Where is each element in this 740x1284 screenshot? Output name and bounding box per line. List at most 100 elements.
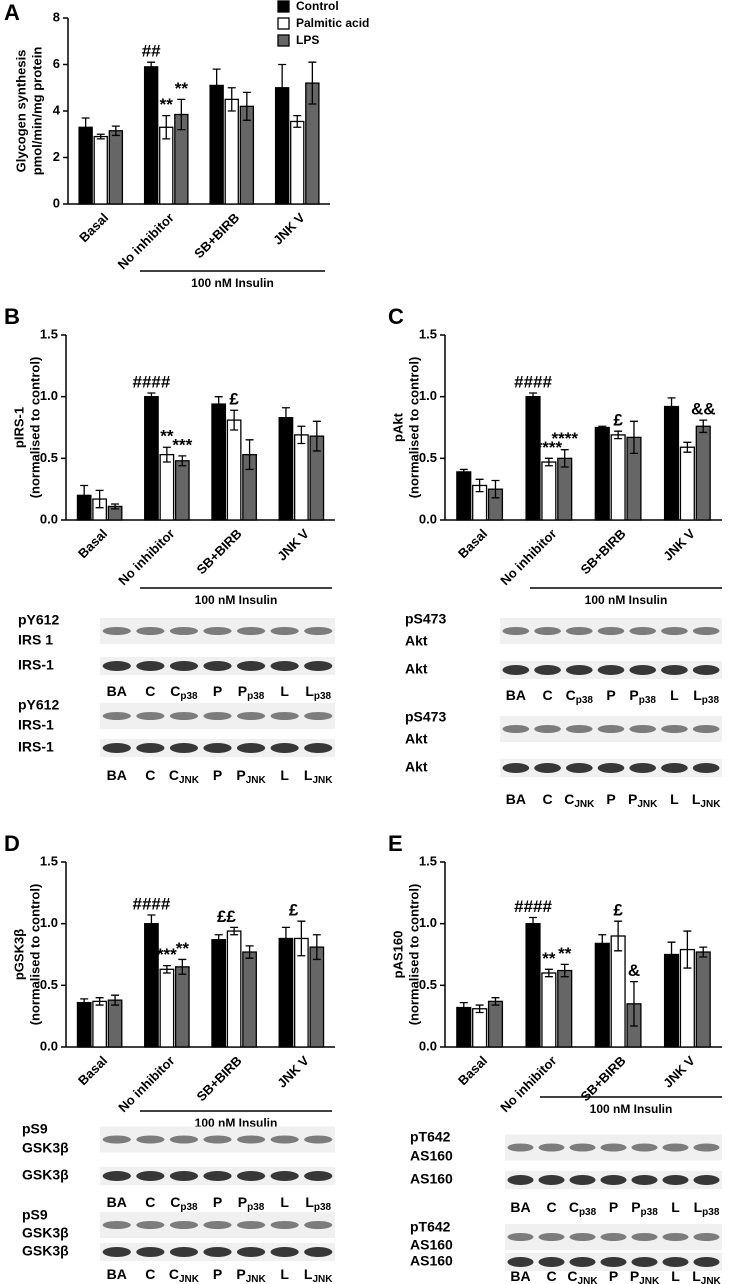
significance-label: ** bbox=[542, 949, 556, 968]
error-bar bbox=[178, 958, 187, 975]
blot-band bbox=[507, 1233, 534, 1241]
error-bar bbox=[475, 478, 484, 493]
bar bbox=[242, 951, 257, 1048]
blot-band bbox=[692, 665, 720, 675]
bar bbox=[211, 939, 227, 1048]
blot-band bbox=[534, 763, 561, 773]
error-bar bbox=[529, 916, 538, 931]
lane-label: L bbox=[280, 767, 289, 783]
lane-label-main: C bbox=[170, 683, 180, 699]
blot-band bbox=[136, 1171, 165, 1181]
lane-label: C bbox=[145, 1266, 155, 1282]
blot-band bbox=[304, 712, 333, 720]
blot-row-label: pS473 bbox=[405, 611, 446, 627]
bar bbox=[293, 434, 309, 521]
legend-swatch bbox=[277, 0, 290, 13]
lane-label: Lp38 bbox=[694, 1199, 720, 1218]
blot-band bbox=[203, 661, 232, 671]
significance-label: ** bbox=[160, 95, 174, 114]
lane-label-main: L bbox=[280, 683, 289, 699]
blot-band bbox=[538, 1233, 565, 1241]
error-bar bbox=[162, 446, 171, 463]
blot-band bbox=[597, 763, 625, 773]
lane-label: L bbox=[670, 687, 679, 703]
blot-band bbox=[270, 1171, 299, 1181]
lane-label: P bbox=[606, 687, 615, 703]
lane-label-main: BA bbox=[510, 1268, 530, 1284]
significance-label: #### bbox=[133, 372, 171, 391]
lane-label: BA bbox=[510, 1199, 530, 1215]
blot-band bbox=[534, 627, 561, 635]
bar bbox=[525, 923, 541, 1048]
blot-band bbox=[597, 725, 625, 733]
lane-label: C bbox=[145, 767, 155, 783]
error-bar bbox=[111, 994, 120, 1006]
lane-label-main: C bbox=[170, 1194, 180, 1210]
y-tick-label: 0.0 bbox=[40, 511, 58, 526]
lane-label-main: P bbox=[238, 1194, 247, 1210]
bar bbox=[108, 130, 124, 205]
bar bbox=[594, 942, 610, 1048]
lane-label-sub: JNK bbox=[179, 775, 200, 786]
lane-label: L bbox=[280, 1266, 289, 1282]
significance-label: ** bbox=[176, 939, 190, 958]
error-bar bbox=[614, 920, 623, 952]
error-bar bbox=[281, 407, 290, 429]
blot-band bbox=[693, 1233, 720, 1241]
lane-label: LJNK bbox=[304, 767, 333, 786]
y-axis-label: pGSK3β bbox=[11, 929, 26, 980]
lane-label-sub: JNK bbox=[312, 1274, 333, 1284]
lane-label-main: BA bbox=[506, 687, 526, 703]
bar bbox=[226, 419, 242, 521]
blot-band bbox=[136, 743, 165, 753]
blot-band bbox=[569, 1143, 596, 1152]
blot-band bbox=[507, 1175, 534, 1185]
y-axis-label: pmol/min/mg protein bbox=[29, 47, 44, 176]
y-tick-label: 1.5 bbox=[40, 853, 58, 868]
blot-band bbox=[693, 1143, 720, 1152]
lane-label: BA bbox=[506, 687, 526, 703]
error-bar bbox=[667, 397, 676, 416]
bar bbox=[226, 930, 242, 1048]
lane-label-sub: p38 bbox=[314, 691, 332, 702]
blot-band bbox=[661, 763, 688, 773]
lane-label: Lp38 bbox=[305, 683, 331, 702]
blot-band bbox=[569, 1233, 596, 1241]
blot-band bbox=[507, 1257, 534, 1267]
x-tick-label: JNK V bbox=[660, 526, 698, 564]
significance-label: ** bbox=[175, 79, 189, 98]
lane-label: BA bbox=[107, 1266, 127, 1282]
lane-label-sub: JNK bbox=[639, 1276, 660, 1284]
lane-label: P bbox=[213, 1266, 222, 1282]
significance-label: ** bbox=[160, 427, 174, 446]
error-bar bbox=[230, 926, 239, 936]
y-tick-label: 0.5 bbox=[419, 450, 437, 465]
blot-band bbox=[270, 1221, 299, 1229]
bar bbox=[594, 426, 610, 521]
error-bar bbox=[80, 484, 89, 506]
blot-row-label: Akt bbox=[405, 661, 428, 677]
blot-band bbox=[102, 712, 131, 720]
blot-row-label: pT642 bbox=[410, 1219, 451, 1235]
lane-label-main: P bbox=[628, 791, 637, 807]
blot-band bbox=[236, 1221, 266, 1229]
bar bbox=[92, 1000, 108, 1048]
blot-band bbox=[203, 1171, 232, 1181]
y-tick-label: 0.5 bbox=[40, 450, 58, 465]
bar bbox=[610, 434, 626, 521]
lane-label-main: C bbox=[569, 1199, 579, 1215]
lane-label-main: C bbox=[169, 767, 179, 783]
bar bbox=[525, 396, 541, 521]
blot-band bbox=[631, 1257, 658, 1267]
significance-label: ** bbox=[558, 944, 572, 963]
blot-band bbox=[304, 743, 333, 753]
blot-row-label: pT642 bbox=[410, 1129, 451, 1145]
significance-label: £ bbox=[289, 901, 299, 920]
error-bar bbox=[162, 964, 171, 974]
lane-label-main: L bbox=[671, 1268, 680, 1284]
blot-band bbox=[692, 763, 720, 773]
error-bar bbox=[544, 457, 553, 467]
insulin-label: 100 nM Insulin bbox=[191, 276, 274, 290]
error-bar bbox=[80, 998, 89, 1007]
blot-row-label: IRS-1 bbox=[18, 739, 54, 755]
